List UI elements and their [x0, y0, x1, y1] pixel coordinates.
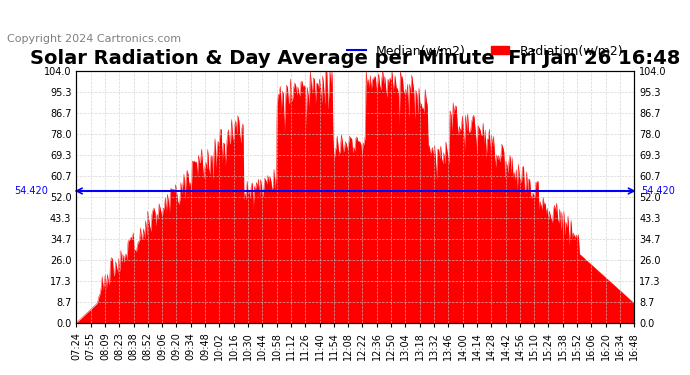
Title: Solar Radiation & Day Average per Minute  Fri Jan 26 16:48: Solar Radiation & Day Average per Minute… [30, 49, 680, 68]
Text: Copyright 2024 Cartronics.com: Copyright 2024 Cartronics.com [7, 34, 181, 44]
Legend: Median(w/m2), Radiation(w/m2): Median(w/m2), Radiation(w/m2) [342, 39, 628, 62]
Text: 54.420: 54.420 [642, 186, 676, 196]
Text: 54.420: 54.420 [14, 186, 48, 196]
